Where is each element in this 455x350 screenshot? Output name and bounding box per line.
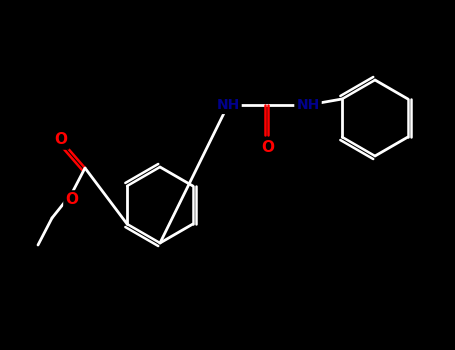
Text: NH: NH bbox=[296, 98, 319, 112]
Text: O: O bbox=[55, 133, 67, 147]
Text: NH: NH bbox=[217, 98, 240, 112]
Text: O: O bbox=[262, 140, 274, 154]
Text: O: O bbox=[66, 193, 79, 208]
